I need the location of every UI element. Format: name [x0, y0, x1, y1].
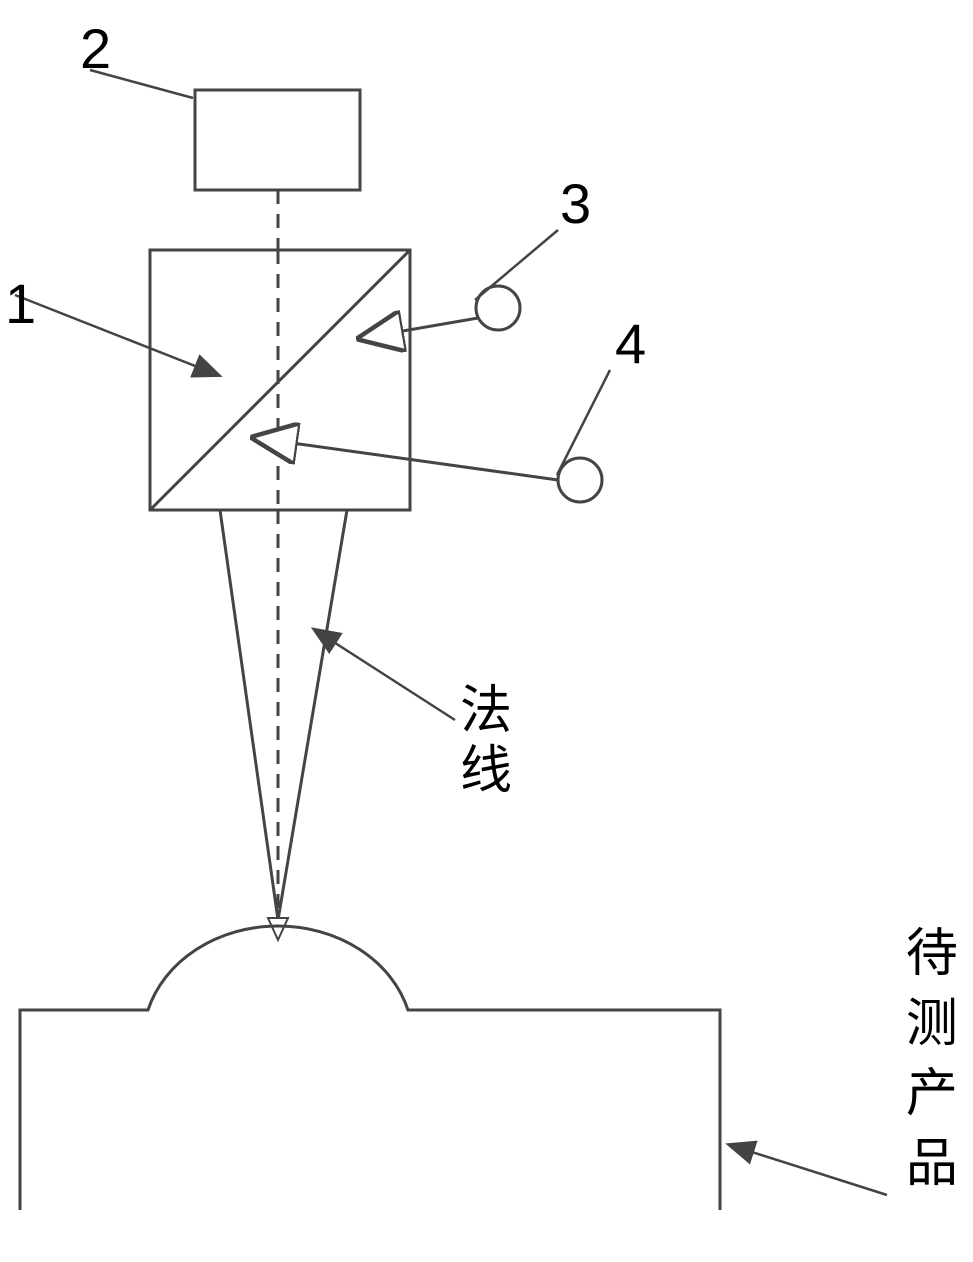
leader-1: [15, 295, 218, 375]
normal-line-label-1: 法: [460, 680, 512, 742]
light-source-4: [558, 458, 602, 502]
prism-diagonal: [150, 250, 410, 510]
label-3: 3: [560, 170, 591, 237]
product-under-test-label: 待测产品: [895, 925, 957, 1205]
normal-leader: [315, 630, 455, 720]
label-2: 2: [80, 15, 111, 82]
normal-line-label-2: 线: [460, 740, 512, 802]
label-4: 4: [615, 310, 646, 377]
label-1: 1: [5, 270, 36, 337]
focus-ray-left: [220, 510, 278, 920]
light-ray-4: [256, 438, 558, 480]
leader-3: [475, 230, 558, 300]
product-leader: [730, 1145, 887, 1195]
focus-tip: [268, 918, 288, 940]
schematic-svg: [0, 0, 973, 1257]
top-box: [195, 90, 360, 190]
diagram-container: 1 2 3 4 法 线 待测产品: [0, 0, 973, 1257]
product-base: [20, 926, 720, 1210]
focus-ray-right: [278, 510, 347, 920]
light-ray-3: [362, 318, 478, 338]
